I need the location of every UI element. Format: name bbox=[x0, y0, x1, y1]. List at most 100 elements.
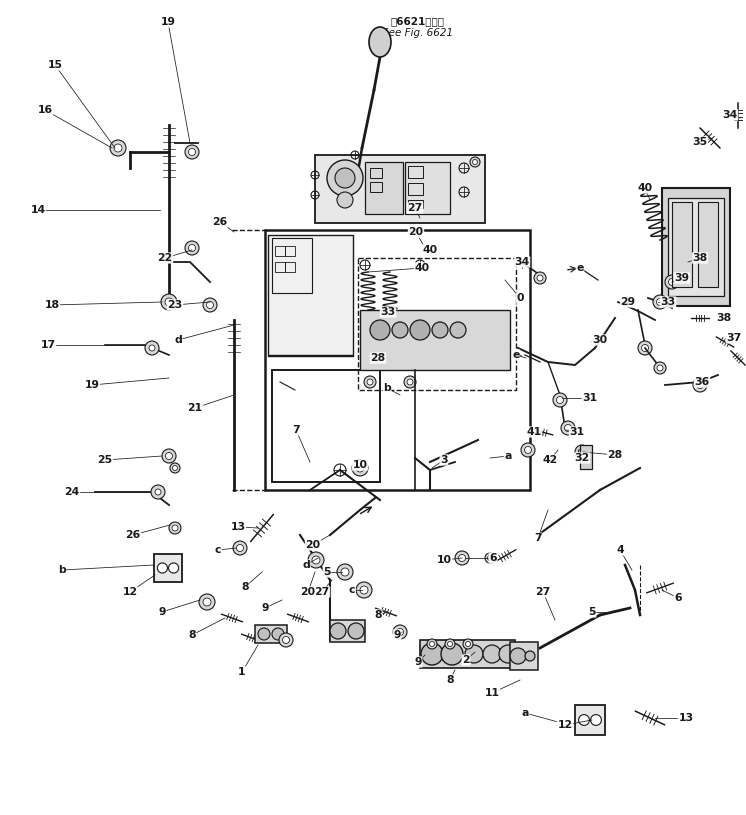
Text: 11: 11 bbox=[484, 688, 500, 698]
Circle shape bbox=[450, 322, 466, 338]
Bar bbox=[255, 625, 287, 643]
Circle shape bbox=[591, 715, 601, 725]
Circle shape bbox=[521, 443, 535, 457]
Circle shape bbox=[236, 544, 243, 552]
Text: 28: 28 bbox=[371, 353, 386, 363]
Circle shape bbox=[166, 452, 172, 460]
Text: 3: 3 bbox=[440, 455, 448, 465]
Text: d: d bbox=[302, 560, 310, 570]
Text: 12: 12 bbox=[122, 587, 137, 597]
Circle shape bbox=[337, 564, 353, 580]
Text: 34: 34 bbox=[515, 257, 530, 267]
Text: See Fig. 6621: See Fig. 6621 bbox=[383, 28, 454, 38]
Text: 33: 33 bbox=[660, 297, 676, 307]
Circle shape bbox=[172, 465, 178, 470]
Text: 35: 35 bbox=[692, 137, 707, 147]
Bar bbox=[668, 198, 724, 296]
Text: 6: 6 bbox=[489, 553, 497, 563]
Text: e: e bbox=[513, 350, 520, 360]
Circle shape bbox=[697, 381, 703, 389]
Bar bbox=[365, 162, 403, 214]
Bar bbox=[272, 238, 312, 293]
Circle shape bbox=[638, 341, 652, 355]
Text: 31: 31 bbox=[583, 393, 598, 403]
Text: 12: 12 bbox=[557, 720, 573, 730]
Circle shape bbox=[465, 645, 483, 663]
Text: 41: 41 bbox=[527, 427, 542, 437]
Text: 20: 20 bbox=[305, 540, 321, 550]
Circle shape bbox=[172, 525, 178, 531]
Circle shape bbox=[525, 651, 535, 661]
Circle shape bbox=[565, 425, 571, 431]
Circle shape bbox=[487, 556, 492, 561]
Circle shape bbox=[537, 275, 543, 281]
Text: 18: 18 bbox=[45, 300, 60, 310]
Circle shape bbox=[557, 397, 563, 403]
Circle shape bbox=[524, 447, 531, 453]
Text: 32: 32 bbox=[574, 453, 589, 463]
Text: 40: 40 bbox=[415, 263, 430, 273]
Bar bbox=[265, 230, 530, 490]
Circle shape bbox=[199, 594, 215, 610]
Text: e: e bbox=[577, 263, 583, 273]
Circle shape bbox=[397, 628, 404, 636]
Bar bbox=[360, 310, 510, 370]
Text: 9: 9 bbox=[393, 630, 401, 640]
Circle shape bbox=[258, 628, 270, 640]
Text: 28: 28 bbox=[607, 450, 623, 460]
Text: 38: 38 bbox=[716, 313, 732, 323]
Circle shape bbox=[430, 641, 434, 646]
Circle shape bbox=[161, 294, 177, 310]
Text: 7: 7 bbox=[292, 425, 300, 435]
Circle shape bbox=[114, 144, 122, 152]
Bar bbox=[408, 166, 423, 178]
Circle shape bbox=[654, 362, 666, 374]
Text: 8: 8 bbox=[188, 630, 195, 640]
Circle shape bbox=[157, 563, 167, 573]
Bar bbox=[268, 235, 353, 355]
Text: c: c bbox=[215, 545, 222, 555]
Circle shape bbox=[445, 639, 455, 649]
Ellipse shape bbox=[369, 27, 391, 57]
Circle shape bbox=[575, 445, 589, 459]
Bar bbox=[580, 445, 592, 469]
Bar bbox=[420, 640, 515, 668]
Text: 24: 24 bbox=[64, 487, 80, 497]
Bar bbox=[408, 183, 423, 195]
Circle shape bbox=[392, 322, 408, 338]
Text: 8: 8 bbox=[241, 582, 248, 592]
Text: 7: 7 bbox=[534, 533, 542, 543]
Circle shape bbox=[393, 625, 407, 639]
Text: 40: 40 bbox=[422, 245, 438, 255]
Text: 19: 19 bbox=[160, 17, 175, 27]
Text: 25: 25 bbox=[98, 455, 113, 465]
Text: 9: 9 bbox=[158, 607, 166, 617]
Bar bbox=[272, 370, 380, 482]
Circle shape bbox=[348, 623, 364, 639]
Text: 16: 16 bbox=[37, 105, 52, 115]
Circle shape bbox=[370, 320, 390, 340]
Bar bbox=[154, 554, 182, 582]
Circle shape bbox=[169, 522, 181, 534]
Bar bbox=[358, 258, 516, 390]
Text: 26: 26 bbox=[213, 217, 228, 227]
Circle shape bbox=[337, 192, 353, 208]
Circle shape bbox=[283, 637, 289, 644]
Circle shape bbox=[279, 633, 293, 647]
Circle shape bbox=[149, 345, 155, 351]
Bar bbox=[315, 155, 485, 223]
Bar bbox=[285, 246, 295, 256]
Circle shape bbox=[327, 160, 363, 196]
Circle shape bbox=[189, 148, 195, 156]
Circle shape bbox=[312, 556, 320, 564]
Text: 1: 1 bbox=[238, 667, 245, 677]
Circle shape bbox=[466, 641, 471, 646]
Text: 10: 10 bbox=[436, 555, 451, 565]
Text: 13: 13 bbox=[678, 713, 694, 723]
Text: 42: 42 bbox=[542, 455, 557, 465]
Circle shape bbox=[441, 643, 463, 665]
Circle shape bbox=[656, 298, 663, 306]
Circle shape bbox=[203, 298, 217, 312]
Circle shape bbox=[404, 376, 416, 388]
Text: c: c bbox=[348, 585, 355, 595]
